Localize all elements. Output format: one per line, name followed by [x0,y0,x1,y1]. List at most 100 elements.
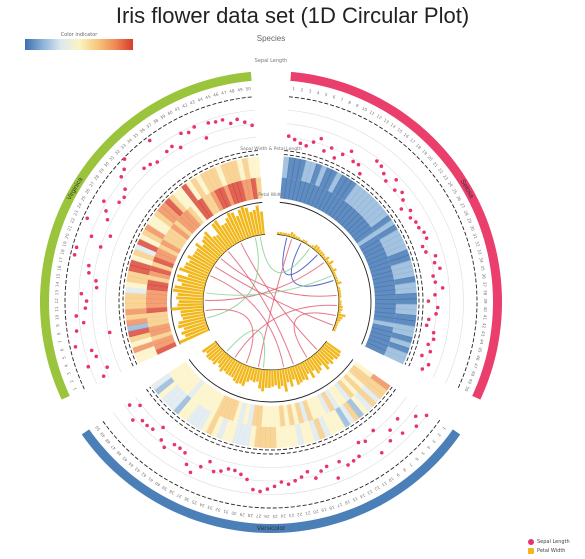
sepal-length-point [250,123,254,128]
heatmap-cell [167,226,188,244]
heatmap-cell [390,259,413,272]
petal-width-bar [337,287,341,290]
heatmap-cell [357,388,377,408]
heatmap-cell [333,382,351,402]
heatmap-cell [141,228,164,244]
petal-width-bar [299,363,309,381]
heatmap-cell [280,177,288,199]
sepal-length-point [164,149,169,154]
petal-width-bar [230,361,241,378]
sepal-length-point [426,362,431,367]
petal-width-bar [227,360,239,377]
petal-width-bar [201,239,222,258]
heatmap-cell [367,256,390,269]
heatmap-cell [270,405,276,427]
heatmap-cell [374,298,396,305]
heatmap-cell [220,163,233,185]
heatmap-cell [349,219,369,238]
tick-label: 35 [480,265,486,271]
petal-width-bar [178,267,208,280]
tick-label: 32 [215,507,222,513]
heatmap-cell [325,195,341,216]
tick-label: 5 [420,451,426,457]
tick-label: 3 [66,371,72,375]
heatmap-cell [241,179,251,202]
sepal-length-point [299,475,304,479]
tick-label: 35 [191,499,198,506]
sepal-length-point [161,425,165,430]
petal-width-bar [335,279,339,283]
sepal-length-point [388,428,392,432]
heatmap-cell [353,361,374,379]
heatmap-cell [169,391,188,411]
tick-label: 30 [469,225,476,232]
heatmap-cell [157,380,178,399]
heatmap-cell [372,275,395,285]
petal-width-bar [292,233,296,239]
tick-label: 17 [336,502,343,509]
heatmap-cell [371,214,392,232]
tick-label: 6 [59,348,65,352]
heatmap-cell [294,423,305,446]
tick-label: 39 [159,113,166,120]
heatmap-cell [125,280,148,290]
heatmap-cell [310,186,325,208]
petal-width-bar [301,361,310,375]
heatmap-cell [236,180,247,203]
petal-width-bar [223,357,234,372]
petal-width-bar [336,284,339,288]
petal-width-bar [289,231,294,238]
tick-label: 41 [174,105,181,112]
sepal-length-point [104,209,108,213]
petal-width-bar [181,282,205,290]
tick-label: 12 [54,298,59,304]
link [257,239,293,367]
tick-label: 38 [168,489,175,496]
heatmap-cell [336,177,353,199]
petal-width-bar [212,351,226,365]
heatmap-cell [274,405,281,427]
gridline [124,404,418,482]
tick-label: 28 [93,174,100,182]
petal-width-bar [178,300,204,303]
heatmap-cell [374,294,396,301]
link [214,266,333,326]
heatmap-cell [287,178,297,201]
heatmap-cell [147,279,169,288]
heatmap-cell [170,223,191,240]
heatmap-cell [383,238,406,253]
tick-label: 44 [197,96,204,103]
link [226,329,265,368]
heatmap-cell [209,166,224,189]
gridline [113,412,429,495]
heatmap-cell [347,186,366,207]
heatmap-cell [199,171,215,193]
track-title-heatmap: Sepal Width & Petal Length [240,146,302,152]
sepal-length-point [420,353,424,358]
heatmap-cell [125,307,147,316]
tick-label: 18 [415,143,423,151]
tick-label: 8 [347,100,352,106]
heatmap-cell [374,219,395,236]
heatmap-cell [330,384,347,405]
heatmap-track [122,154,420,451]
tick-label: 30 [231,510,237,516]
sepal-length-point [206,121,211,125]
petal-width-bar [303,360,316,379]
sepal-length-point [226,467,231,471]
heatmap-cell [355,194,375,214]
petal-width-bar [185,261,210,275]
tick-label: 28 [247,513,253,519]
petal-width-bar [294,235,298,240]
tick-label: 39 [483,298,488,304]
sepal-length-point [79,291,84,296]
heatmap-cell [339,376,358,396]
heatmap-cell [198,386,215,407]
sepal-length-point [94,279,98,283]
heatmap-cell [255,177,263,199]
track-title-sepal-length: Sepal Length [255,58,288,64]
sepal-length-point [148,162,152,167]
sepal-length-point [329,146,334,150]
sepal-length-point [435,305,440,310]
tick-label: 9 [355,103,360,109]
